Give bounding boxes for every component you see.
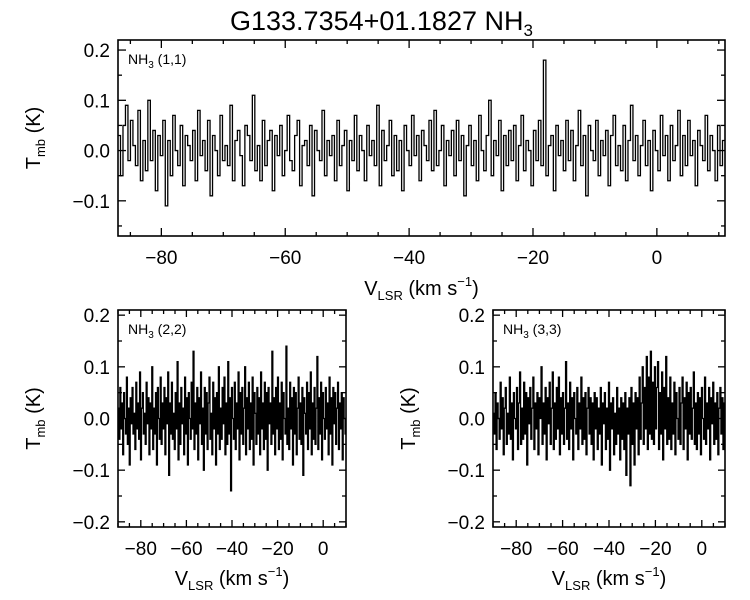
x-tick-label: −20 [261,539,293,560]
x-tick-label: −40 [393,248,425,269]
spectrum-line [493,350,725,487]
panel-nh3-11: −80 −60 −40 −20 0 −0.1 0.0 0.1 0.2 NH3 (1,1) VLSR … [23,39,726,303]
panel-nh3-33: −80 −60 −40 −20 0 −0.2 −0.1 0.0 0.1 0.2 NH3 (3,3) V… [398,306,726,593]
y-tick-label: 0.2 [84,41,110,62]
y-tick-label: 0.2 [459,306,485,327]
x-tick-label: −80 [125,539,157,560]
y-tick-label: 0.1 [459,358,485,379]
y-tick-label: −0.2 [72,513,110,534]
x-tick-label: −40 [216,539,248,560]
y-tick-label: −0.2 [447,513,485,534]
x-tick-label: −60 [269,248,301,269]
y-tick-label: −0.1 [447,461,485,482]
y-tick-label: 0.2 [84,306,110,327]
x-tick-label: −20 [517,248,549,269]
spectrum-line [118,59,725,207]
x-tick-label: −20 [639,539,671,560]
y-tick-label: 0.0 [84,142,110,163]
y-tick-label: −0.1 [72,192,110,213]
plot-frame [117,39,726,237]
x-tick-label: −60 [546,539,578,560]
y-tick-label: 0.0 [459,410,485,431]
x-axis-label: VLSR (km s−1) [175,564,290,593]
x-tick-label: 0 [652,248,663,269]
x-tick-label: −40 [593,539,625,560]
x-axis-label: VLSR (km s−1) [552,564,667,593]
y-tick-label: −0.1 [72,461,110,482]
y-tick-label: 0.1 [84,91,110,112]
panel-label: NH3 (3,3) [503,321,561,341]
panel-nh3-22: −80 −60 −40 −20 0 −0.2 −0.1 0.0 0.1 0.2 NH3 (2,2) V… [23,306,347,593]
x-tick-label: −80 [145,248,177,269]
panel-label: NH3 (2,2) [128,321,186,341]
y-axis-label: Tmb (K) [23,387,48,450]
x-tick-label: 0 [697,539,708,560]
x-tick-label: −80 [500,539,532,560]
y-axis-label: Tmb (K) [23,107,48,170]
y-tick-label: 0.0 [84,410,110,431]
x-tick-label: 0 [318,539,329,560]
x-axis-label: VLSR (km s−1) [364,274,479,303]
figure-title: G133.7354+01.1827 NH3 [230,6,533,40]
y-tick-label: 0.1 [84,358,110,379]
spectrum-line [118,345,346,492]
y-axis-label: Tmb (K) [398,387,423,450]
x-tick-label: −60 [170,539,202,560]
panel-label: NH3 (1,1) [128,51,186,71]
